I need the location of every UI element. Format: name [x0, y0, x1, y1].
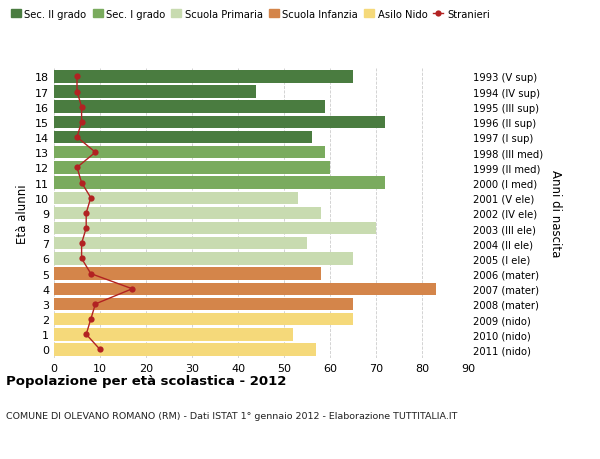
Bar: [54, 86, 256, 99]
Bar: [54, 162, 330, 174]
Bar: [54, 237, 307, 250]
Bar: [54, 298, 353, 310]
Bar: [54, 283, 436, 295]
Text: COMUNE DI OLEVANO ROMANO (RM) - Dati ISTAT 1° gennaio 2012 - Elaborazione TUTTIT: COMUNE DI OLEVANO ROMANO (RM) - Dati IST…: [6, 411, 457, 420]
Y-axis label: Età alunni: Età alunni: [16, 184, 29, 243]
Bar: [54, 147, 325, 159]
Text: Popolazione per età scolastica - 2012: Popolazione per età scolastica - 2012: [6, 374, 286, 387]
Bar: [54, 192, 298, 205]
Bar: [54, 132, 311, 144]
Bar: [54, 252, 353, 265]
Bar: [54, 177, 385, 190]
Bar: [54, 222, 376, 235]
Bar: [54, 101, 325, 114]
Y-axis label: Anni di nascita: Anni di nascita: [550, 170, 562, 257]
Bar: [54, 268, 321, 280]
Bar: [54, 343, 316, 356]
Bar: [54, 313, 353, 325]
Bar: [54, 71, 353, 84]
Bar: [54, 117, 385, 129]
Bar: [54, 207, 321, 220]
Legend: Sec. II grado, Sec. I grado, Scuola Primaria, Scuola Infanzia, Asilo Nido, Stran: Sec. II grado, Sec. I grado, Scuola Prim…: [11, 10, 490, 20]
Bar: [54, 328, 293, 341]
